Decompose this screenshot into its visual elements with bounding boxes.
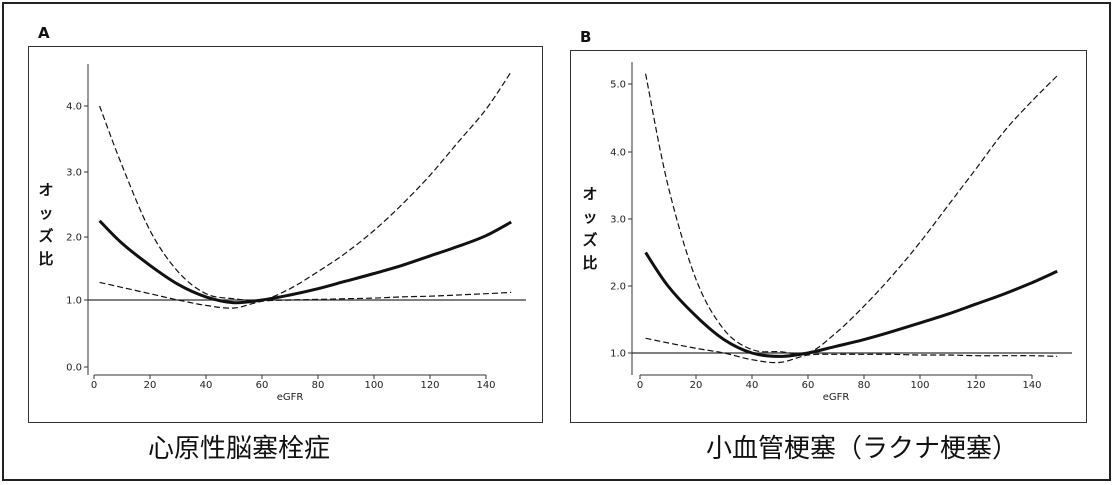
panel-b-letter: B bbox=[580, 28, 592, 46]
panel-b-frame bbox=[570, 50, 1087, 423]
panel-a-series-dashed-upper bbox=[99, 71, 512, 302]
panel-a-series-solid-thick bbox=[98, 219, 512, 305]
panel-a-y-axis-label-char: 比 bbox=[38, 250, 53, 268]
panel-b-title: 小血管梗塞（ラクナ梗塞） bbox=[706, 434, 1019, 464]
panel-a-y-tick-label: 3.0 bbox=[66, 168, 82, 179]
panel-a-y-axis-label-char: ッ bbox=[38, 204, 53, 222]
panel-a-x-tick-label: 140 bbox=[476, 380, 495, 391]
panel-b-y-tick-label: 2.0 bbox=[610, 282, 626, 293]
panel-b-y-tick-label: 1.0 bbox=[610, 349, 626, 360]
panel-b-y-tick-label: 4.0 bbox=[610, 148, 626, 159]
panel-b-y-axis-label-char: ズ bbox=[582, 231, 597, 249]
panel-b-y-axis-label-char: ッ bbox=[582, 208, 597, 226]
panel-b-series-dashed-lower bbox=[645, 337, 1058, 364]
panel-a-x-tick-label: 100 bbox=[364, 380, 383, 391]
panel-b-x-tick-label: 100 bbox=[910, 380, 929, 391]
panel-a-frame bbox=[28, 46, 543, 423]
panel-b-x-tick-label: 40 bbox=[746, 380, 759, 391]
panel-a-y-axis-label-char: ズ bbox=[38, 227, 53, 245]
panel-a-x-axis-label: eGFR bbox=[277, 392, 304, 403]
panel-b-y-tick-label: 5.0 bbox=[610, 80, 626, 91]
panel-a-y-tick-label: 1.0 bbox=[66, 296, 82, 307]
panel-a-y-axis-label-char: オ bbox=[38, 181, 53, 199]
panel-a-x-tick-label: 80 bbox=[312, 380, 325, 391]
panel-a-x-tick-label: 0 bbox=[91, 380, 97, 391]
panel-b-x-axis-label: eGFR bbox=[823, 392, 850, 403]
panel-b-y-axis-label-char: オ bbox=[582, 185, 597, 203]
panel-a-title: 心原性脳塞栓症 bbox=[148, 434, 331, 464]
panel-b-y-axis-label-char: 比 bbox=[582, 254, 597, 272]
panel-b-x-tick-label: 80 bbox=[858, 380, 871, 391]
panel-a-letter: A bbox=[38, 24, 50, 42]
panel-b-x-tick-label: 60 bbox=[802, 380, 815, 391]
panel-a-x-tick-label: 20 bbox=[144, 380, 157, 391]
panel-a-x-tick-label: 40 bbox=[200, 380, 213, 391]
panel-b-x-tick-label: 120 bbox=[966, 380, 985, 391]
panel-b-x-tick-label: 20 bbox=[690, 380, 703, 391]
panel-b-series-solid-thick bbox=[644, 251, 1058, 358]
panel-a-y-tick-label: 0.0 bbox=[66, 363, 82, 374]
panel-a-x-tick-label: 120 bbox=[420, 380, 439, 391]
panel-b-y-tick-label: 3.0 bbox=[610, 215, 626, 226]
panel-a-y-tick-label: 2.0 bbox=[66, 233, 82, 244]
panel-b-series-dashed-upper bbox=[645, 73, 1058, 355]
panel-b-x-tick-label: 0 bbox=[637, 380, 643, 391]
panel-a-series-dashed-lower bbox=[99, 281, 512, 309]
panel-a-y-tick-label: 4.0 bbox=[66, 102, 82, 113]
panel-a-x-tick-label: 60 bbox=[256, 380, 269, 391]
panel-b-x-tick-label: 140 bbox=[1022, 380, 1041, 391]
